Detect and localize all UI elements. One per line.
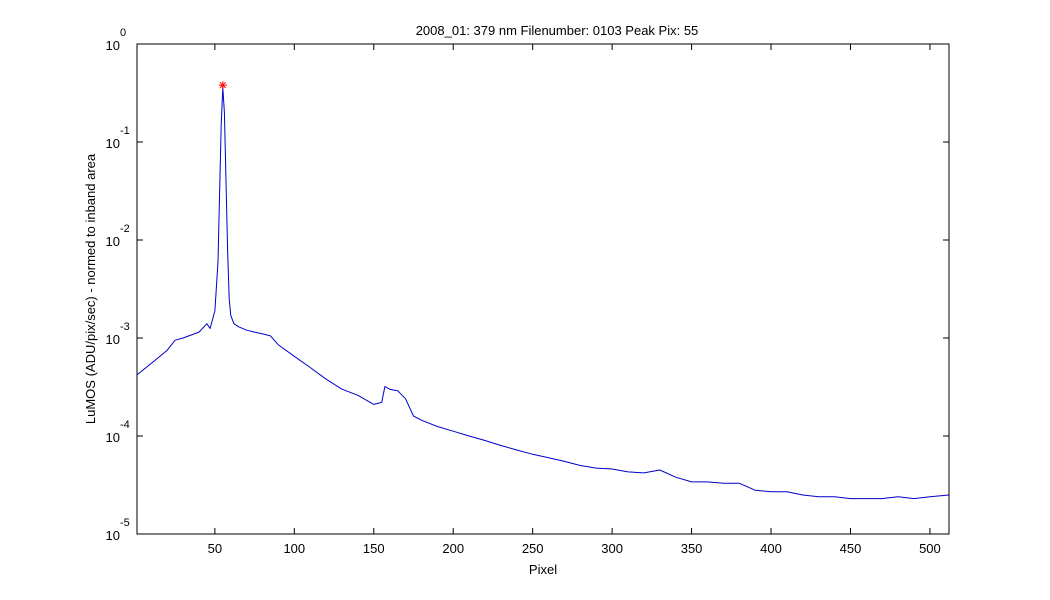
y-axis-label: LuMOS (ADU/pix/sec) - normed to inband a… <box>83 153 98 424</box>
x-tick-label: 500 <box>919 541 941 556</box>
y-tick-exponent: -5 <box>120 517 130 529</box>
x-tick-label: 350 <box>681 541 703 556</box>
x-tick-label: 200 <box>442 541 464 556</box>
y-tick-label: 10 <box>106 332 120 347</box>
x-tick-label: 300 <box>601 541 623 556</box>
peak-marker-stroke <box>219 82 226 89</box>
x-axis-label: Pixel <box>529 562 557 577</box>
x-tick-label: 450 <box>840 541 862 556</box>
y-tick-label: 10 <box>106 136 120 151</box>
x-tick-label: 150 <box>363 541 385 556</box>
series-line <box>136 87 950 500</box>
y-tick-exponent: 0 <box>120 27 126 39</box>
x-tick-label: 50 <box>208 541 222 556</box>
y-tick-label: 10 <box>106 528 120 543</box>
y-tick-exponent: -3 <box>120 321 130 333</box>
x-tick-label: 250 <box>522 541 544 556</box>
y-tick-label: 10 <box>106 234 120 249</box>
y-tick-label: 10 <box>106 38 120 53</box>
y-tick-exponent: -1 <box>120 125 130 137</box>
plot-area <box>136 43 950 535</box>
x-axis-ticks: 50 100 150 200 250 300 350 400 450 500 <box>208 44 941 556</box>
chart-title: 2008_01: 379 nm Filenumber: 0103 Peak Pi… <box>416 23 699 38</box>
peak-marker <box>218 81 227 90</box>
x-tick-label: 100 <box>283 541 305 556</box>
y-tick-label: 10 <box>106 430 120 445</box>
series-layer <box>136 81 950 500</box>
x-tick-label: 400 <box>760 541 782 556</box>
y-tick-exponent: -2 <box>120 223 130 235</box>
y-tick-exponent: -4 <box>120 419 130 431</box>
